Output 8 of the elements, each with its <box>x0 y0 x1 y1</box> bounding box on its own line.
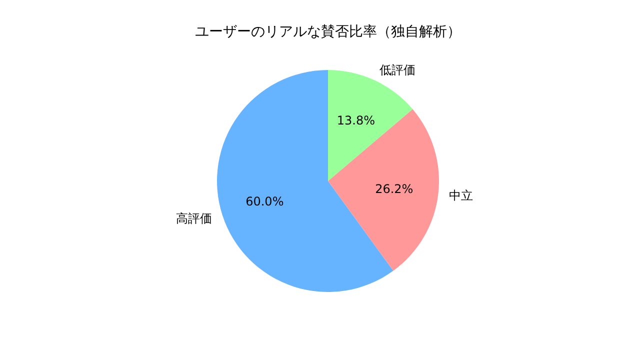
data-label: 13.8% <box>336 114 376 128</box>
data-label: 60.0% <box>246 194 284 209</box>
slice-label: 中立 <box>449 188 474 203</box>
slice-label: 低評価 <box>379 63 416 78</box>
chart-title: ユーザーのリアルな賛否比率（独自解析） <box>195 24 461 40</box>
slice-label: 高評価 <box>176 212 212 226</box>
data-label: 26.2% <box>375 182 414 196</box>
pie-slice <box>328 109 439 271</box>
